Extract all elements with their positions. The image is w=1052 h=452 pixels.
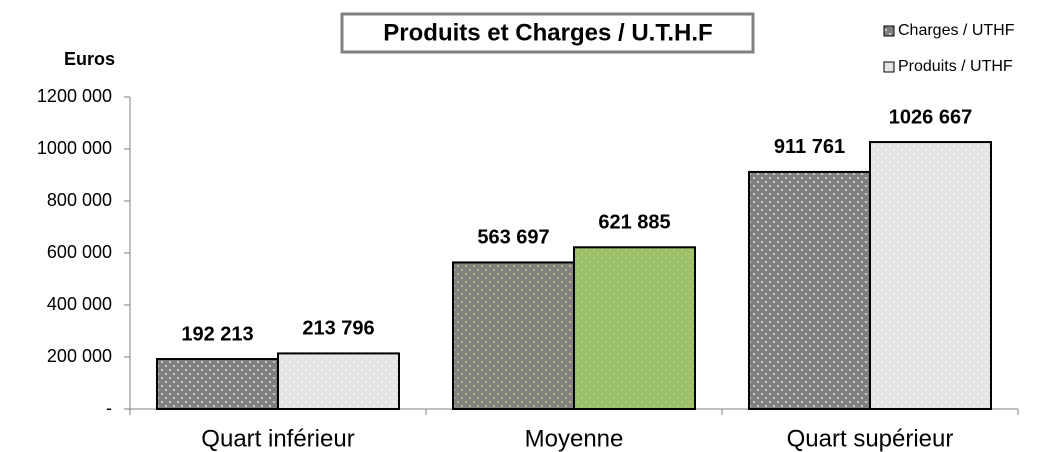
bar	[277, 352, 400, 410]
x-tick-label: Moyenne	[525, 425, 624, 452]
y-tick-label: 1000 000	[37, 138, 112, 158]
data-label: 213 796	[302, 318, 374, 340]
chart-title: Produits et Charges / U.T.H.F	[383, 19, 712, 46]
data-label: 621 885	[598, 212, 670, 234]
legend-swatch	[883, 25, 895, 37]
legend-label: Charges / UTHF	[898, 22, 1015, 39]
y-tick-label: 800 000	[47, 190, 112, 210]
data-label: 911 761	[774, 136, 845, 158]
bar	[156, 358, 279, 411]
bar	[573, 246, 696, 410]
y-tick-label: 400 000	[47, 294, 112, 314]
y-tick-label: 200 000	[47, 346, 112, 366]
data-label: 192 213	[181, 323, 253, 345]
legend-label: Produits / UTHF	[898, 58, 1013, 75]
title-box	[340, 12, 755, 54]
y-tick-label: 1200 000	[37, 86, 112, 106]
x-tick-label: Quart supérieur	[787, 425, 954, 452]
y-tick-label: -	[106, 398, 112, 418]
bar	[869, 141, 992, 410]
data-label: 1026 667	[889, 106, 972, 128]
data-label: 563 697	[477, 227, 549, 249]
bar	[748, 170, 871, 410]
bar	[452, 261, 575, 410]
y-tick-label: 600 000	[47, 242, 112, 262]
y-axis-label: Euros	[64, 49, 115, 69]
x-tick-label: Quart inférieur	[201, 425, 354, 452]
legend-swatch	[883, 61, 895, 73]
